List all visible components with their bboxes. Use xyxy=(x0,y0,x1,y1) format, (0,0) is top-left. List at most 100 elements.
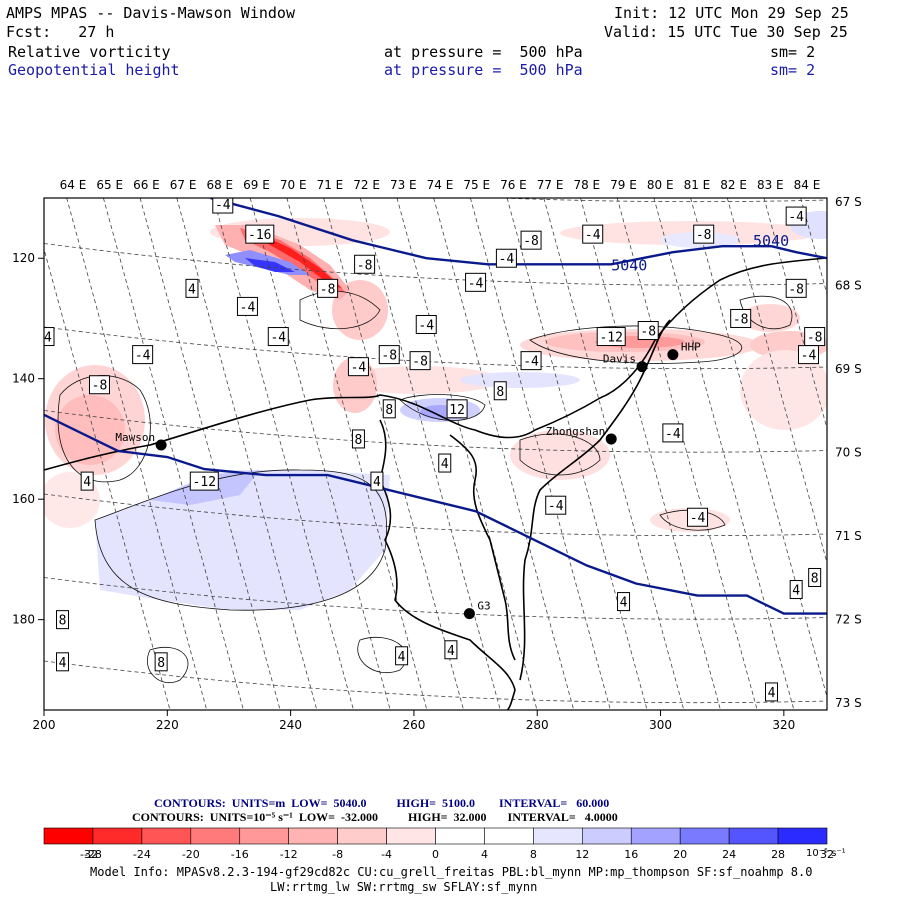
lon-label: 80 E xyxy=(647,178,674,192)
y-tick-label: 160 xyxy=(12,492,35,506)
svg-text:-4: -4 xyxy=(585,228,601,243)
vorticity-contour-label: 8 xyxy=(808,567,822,587)
height-contour-line xyxy=(210,198,827,266)
vorticity-contour-label: 4 xyxy=(789,580,803,600)
vorticity-contour-label: -4 xyxy=(798,345,820,365)
height-contour-line xyxy=(44,413,827,615)
svg-text:8: 8 xyxy=(385,403,393,418)
colorbar-label: -4 xyxy=(381,848,392,861)
vorticity-contour-label: -4 xyxy=(236,296,258,316)
vorticity-contour-label: -8 xyxy=(693,224,715,244)
field2-smooth: sm= 2 xyxy=(770,61,816,79)
svg-text:-4: -4 xyxy=(468,276,484,291)
vorticity-contour-label: -8 xyxy=(730,308,752,328)
valid-time: Valid: 15 UTC Tue 30 Sep 25 xyxy=(604,23,848,41)
svg-text:8: 8 xyxy=(811,571,819,586)
svg-text:-8: -8 xyxy=(523,234,539,249)
vorticity-contour-label: -12 xyxy=(189,471,219,491)
field1-level: at pressure = 500 hPa xyxy=(384,43,583,61)
vorticity-contours xyxy=(57,290,793,683)
station-label: G3 xyxy=(477,600,490,613)
svg-text:4: 4 xyxy=(188,282,196,297)
vorticity-contour-label: -8 xyxy=(637,321,659,341)
x-tick-label: 260 xyxy=(402,718,425,732)
svg-text:-8: -8 xyxy=(357,258,373,273)
colorbar-swatch xyxy=(679,827,730,845)
colorbar-label: 20 xyxy=(673,848,687,861)
colorbar-swatch xyxy=(435,827,485,845)
vorticity-contour-label: -8 xyxy=(409,351,431,371)
vorticity-contour-label: -16 xyxy=(245,224,275,244)
x-tick-label: 200 xyxy=(33,718,56,732)
model-physics: LW:rrtmg_lw SW:rrtmg_sw SFLAY:sf_mynn xyxy=(270,880,538,894)
colorbar-label: 12 xyxy=(575,848,589,861)
svg-text:8: 8 xyxy=(496,385,504,400)
svg-text:-8: -8 xyxy=(320,282,336,297)
lon-label: 74 E xyxy=(427,178,454,192)
vorticity-contour-label: 4 xyxy=(438,453,452,473)
lon-label: 71 E xyxy=(317,178,344,192)
lon-label: 76 E xyxy=(500,178,527,192)
plot-frame xyxy=(43,197,828,711)
lon-label: 77 E xyxy=(537,178,564,192)
colorbar-label: -8 xyxy=(332,848,343,861)
lon-label: 72 E xyxy=(353,178,380,192)
x-tick-label: 240 xyxy=(279,718,302,732)
lon-label: 82 E xyxy=(720,178,747,192)
station-marker xyxy=(463,608,475,620)
svg-text:-4: -4 xyxy=(135,349,151,364)
lon-label: 75 E xyxy=(463,178,490,192)
svg-text:-8: -8 xyxy=(733,312,749,327)
station-label: HHP xyxy=(681,341,701,354)
stations: Mawson Davis HHP Zhongshan G3 xyxy=(115,341,701,620)
lat-label: 71 S xyxy=(835,529,862,543)
colorbar-swatch xyxy=(728,827,779,845)
svg-text:8: 8 xyxy=(157,656,165,671)
lon-label: 78 E xyxy=(573,178,600,192)
vorticity-contour-label: 8 xyxy=(351,429,365,449)
model-info: Model Info: MPASv8.2.3-194-gf29cd82c CU:… xyxy=(90,865,813,879)
svg-text:4: 4 xyxy=(59,656,67,671)
colorbar-swatch xyxy=(484,827,534,845)
colorbar-swatch xyxy=(386,827,436,845)
lon-label: 69 E xyxy=(243,178,270,192)
vorticity-contour-label: 4 xyxy=(395,646,409,666)
lon-label: 83 E xyxy=(757,178,784,192)
colorbar-label: 24 xyxy=(722,848,736,861)
colorbar-units: 10⁻⁵ s⁻¹ xyxy=(806,848,846,859)
vorticity-contour-label: -4 xyxy=(212,198,234,214)
y-tick-label: 120 xyxy=(12,251,35,265)
field1-smooth: sm= 2 xyxy=(770,43,816,61)
station-marker xyxy=(636,361,648,373)
lon-label: 79 E xyxy=(610,178,637,192)
lon-label: 81 E xyxy=(684,178,711,192)
colorbar-swatch xyxy=(190,827,241,845)
init-time: Init: 12 UTC Mon 29 Sep 25 xyxy=(614,4,849,22)
vorticity-contour-label: -4 xyxy=(44,327,55,347)
svg-text:-8: -8 xyxy=(696,228,712,243)
lon-label: 84 E xyxy=(794,178,821,192)
contour-info-height: CONTOURS: UNITS=m LOW= 5040.0 HIGH= 5100… xyxy=(154,796,610,810)
colorbar-label: -24 xyxy=(133,848,151,861)
svg-text:-4: -4 xyxy=(499,252,515,267)
lat-label: 72 S xyxy=(835,613,862,627)
vorticity-contour-label: 8 xyxy=(493,381,507,401)
vorticity-contour-label: -4 xyxy=(267,327,289,347)
colorbar-swatch xyxy=(777,827,828,845)
station-label: Davis xyxy=(603,353,636,366)
colorbar-swatch xyxy=(630,827,681,845)
svg-text:-8: -8 xyxy=(788,282,804,297)
vorticity-contour-label: -8 xyxy=(317,278,339,298)
svg-text:-4: -4 xyxy=(788,210,804,225)
vorticity-contour-label: 12 xyxy=(446,399,468,419)
lon-label: 70 E xyxy=(280,178,307,192)
vorticity-contour-label: 4 xyxy=(617,592,631,612)
svg-text:-4: -4 xyxy=(240,300,256,315)
colorbar-swatch xyxy=(92,827,143,845)
height-contour-label: 5040 xyxy=(611,256,647,274)
lat-label: 70 S xyxy=(835,446,862,460)
colorbar-swatch xyxy=(141,827,192,845)
vorticity-contour-label: 4 xyxy=(444,640,458,660)
svg-text:4: 4 xyxy=(373,475,381,490)
